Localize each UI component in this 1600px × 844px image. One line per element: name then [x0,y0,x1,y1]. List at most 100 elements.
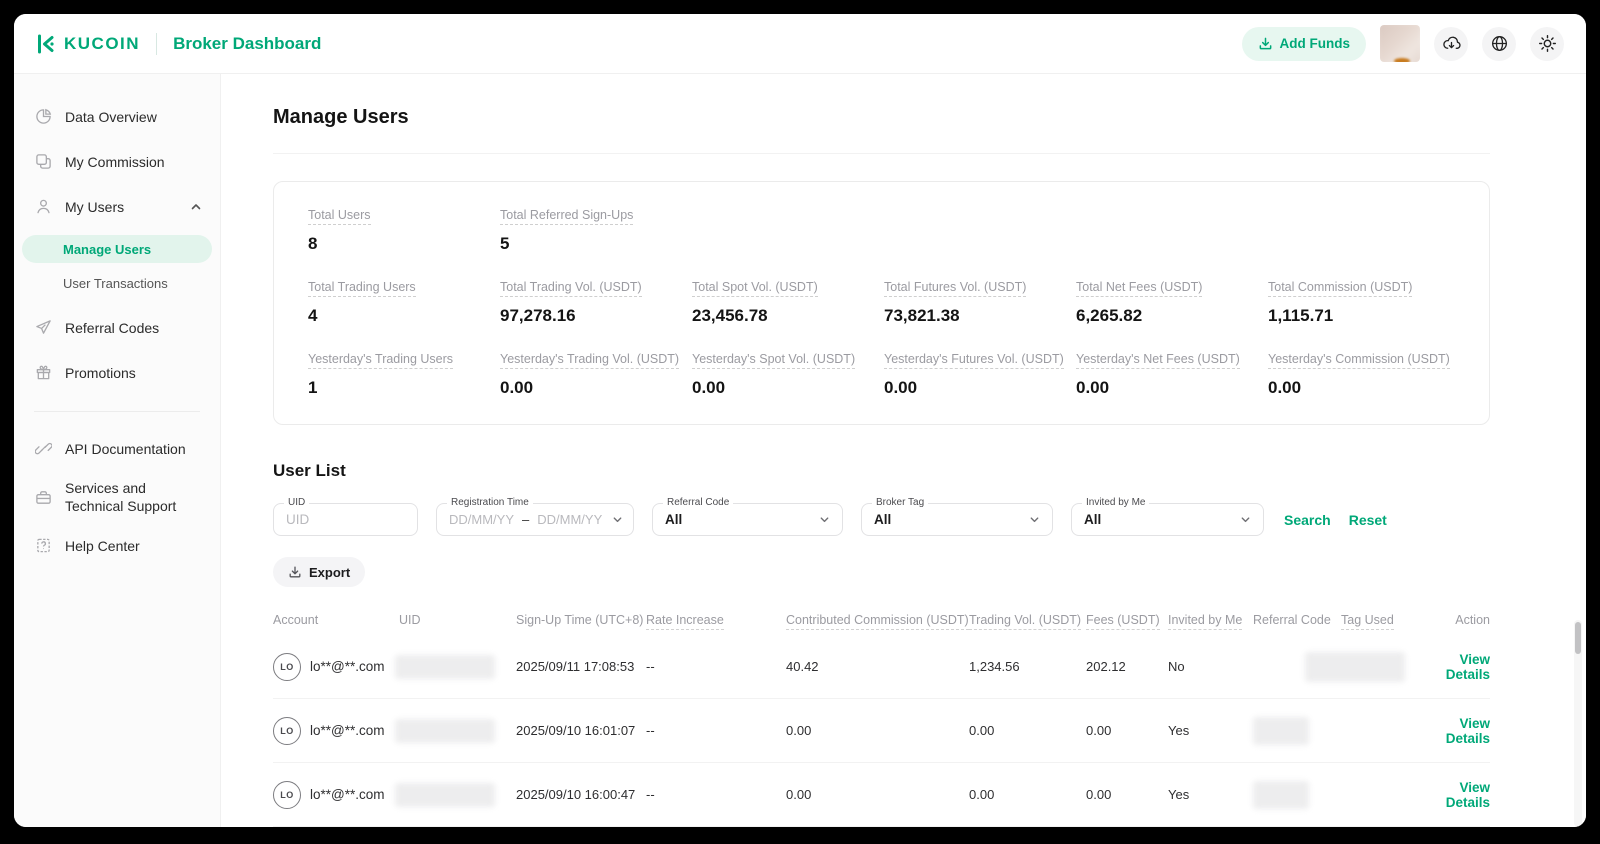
stat-total-trading-vol: Total Trading Vol. (USDT) 97,278.16 [500,278,692,326]
stat-value: 0.00 [1076,378,1110,397]
stat-label[interactable]: Yesterday's Commission (USDT) [1268,352,1450,369]
stat-value: 4 [308,306,318,325]
col-tag-used[interactable]: Tag Used [1341,613,1420,630]
invited-by-me: Yes [1168,787,1190,802]
rate-increase: -- [646,787,655,802]
avatar: LO [273,780,301,809]
stat-label[interactable]: Yesterday's Trading Vol. (USDT) [500,352,680,369]
chevron-down-icon [612,514,623,525]
view-details-link[interactable]: View Details [1445,651,1490,682]
theme-button[interactable] [1530,26,1564,61]
sidebar-sublabel: User Transactions [63,275,168,291]
account-email: lo**@**.com [310,659,385,674]
kucoin-wordmark: KUCOIN [64,33,141,53]
stat-label[interactable]: Yesterday's Futures Vol. (USDT) [884,352,1064,369]
vertical-scrollbar[interactable] [1574,620,1582,827]
rate-increase: -- [646,723,655,738]
top-bar: KUCOIN Broker Dashboard Add Funds [14,14,1586,74]
stat-label[interactable]: Total Trading Vol. (USDT) [500,280,642,297]
col-contributed-commission[interactable]: Contributed Commission (USDT) [786,613,969,630]
view-details-link[interactable]: View Details [1445,779,1490,810]
stat-value: 1 [308,378,318,397]
col-account: Account [273,613,319,627]
contributed-commission: 0.00 [786,723,812,738]
stat-label[interactable]: Total Net Fees (USDT) [1076,280,1203,297]
account-email: lo**@**.com [310,723,385,738]
col-rate-increase[interactable]: Rate Increase [646,613,786,630]
scrollbar-thumb[interactable] [1575,622,1581,654]
stat-label[interactable]: Total Spot Vol. (USDT) [692,280,818,297]
stat-value: 6,265.82 [1076,306,1143,325]
date-separator: – [522,512,530,527]
main-content: Manage Users Total Users 8 Total Referre… [221,74,1586,827]
stat-label[interactable]: Total Trading Users [308,280,416,297]
trading-vol: 0.00 [969,723,995,738]
export-label: Export [309,564,351,580]
fees: 0.00 [1086,723,1112,738]
stat-label[interactable]: Total Referred Sign-Ups [500,208,634,225]
sidebar-item-api-documentation[interactable]: API Documentation [14,426,220,471]
signup-time: 2025/09/10 16:00:47 [516,787,636,802]
stat-total-futures-vol: Total Futures Vol. (USDT) 73,821.38 [884,278,1076,326]
sidebar-label: Data Overview [65,108,157,125]
kucoin-logo[interactable]: KUCOIN [36,34,140,54]
stat-label[interactable]: Yesterday's Trading Users [308,352,454,369]
col-uid: UID [399,613,421,627]
stat-total-trading-users: Total Trading Users 4 [308,278,500,326]
sidebar-item-help-center[interactable]: Help Center [14,523,220,568]
reset-button[interactable]: Reset [1348,511,1387,528]
broker-tag-filter[interactable]: Broker Tag All [861,497,1053,536]
sidebar-item-services-support[interactable]: Services and Technical Support [14,471,220,523]
cloud-download-button[interactable] [1434,26,1468,61]
stat-label[interactable]: Total Users [308,208,371,225]
view-details-link[interactable]: View Details [1445,715,1490,746]
link-icon [35,440,52,457]
date-from-placeholder: DD/MM/YY [449,512,514,527]
sidebar-item-promotions[interactable]: Promotions [14,350,220,395]
download-icon [288,565,302,579]
referral-code-filter[interactable]: Referral Code All [652,497,843,536]
avatar: LO [273,716,301,745]
sidebar-item-data-overview[interactable]: Data Overview [14,94,220,139]
stat-total-net-fees: Total Net Fees (USDT) 6,265.82 [1076,278,1268,326]
export-button[interactable]: Export [273,557,366,587]
table-row: LO lo**@**.com 2025/09/11 17:08:53 -- 40… [273,635,1490,699]
add-funds-button[interactable]: Add Funds [1241,26,1366,61]
stat-yesterday-net-fees: Yesterday's Net Fees (USDT) 0.00 [1076,350,1268,398]
avatar[interactable] [1380,25,1420,62]
sidebar-item-my-users[interactable]: My Users [14,184,220,229]
add-funds-label: Add Funds [1279,36,1351,51]
sidebar-item-manage-users[interactable]: Manage Users [22,235,212,263]
invited-by-me-filter[interactable]: Invited by Me All [1071,497,1264,536]
sidebar-item-my-commission[interactable]: My Commission [14,139,220,184]
account-email: lo**@**.com [310,787,385,802]
sidebar-label: Referral Codes [65,319,160,336]
stat-value: 8 [308,234,318,253]
sidebar-label: My Commission [65,153,165,170]
stat-label[interactable]: Total Futures Vol. (USDT) [884,280,1027,297]
redacted-tag [1305,651,1405,682]
stat-total-spot-vol: Total Spot Vol. (USDT) 23,456.78 [692,278,884,326]
chevron-down-icon [1240,514,1251,525]
stat-label[interactable]: Yesterday's Spot Vol. (USDT) [692,352,856,369]
sidebar-item-user-transactions[interactable]: User Transactions [22,269,212,297]
stat-value: 0.00 [692,378,726,397]
stat-label[interactable]: Total Commission (USDT) [1268,280,1413,297]
avatar-blurred-image [1380,25,1420,62]
sidebar-item-referral-codes[interactable]: Referral Codes [14,305,220,350]
col-fees[interactable]: Fees (USDT) [1086,613,1168,630]
col-trading-vol[interactable]: Trading Vol. (USDT) [969,613,1086,630]
stat-label[interactable]: Yesterday's Net Fees (USDT) [1076,352,1240,369]
uid-input[interactable] [286,512,405,527]
col-invited-by-me[interactable]: Invited by Me [1168,613,1253,630]
trading-vol: 1,234.56 [969,659,1020,674]
send-icon [35,319,52,336]
stat-total-users: Total Users 8 [308,206,500,254]
registration-time-filter[interactable]: Registration Time DD/MM/YY – DD/MM/YY [436,497,634,536]
uid-filter[interactable]: UID [273,497,418,536]
language-button[interactable] [1482,26,1516,61]
date-to-placeholder: DD/MM/YY [537,512,603,527]
referral-code-value: All [665,512,683,527]
search-button[interactable]: Search [1284,511,1331,528]
